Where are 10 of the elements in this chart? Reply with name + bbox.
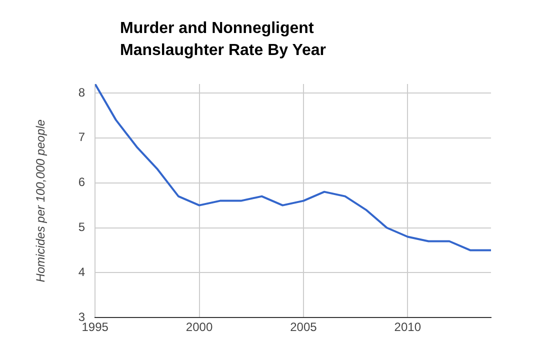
y-tick-label: 5 [78, 220, 86, 234]
x-tick-label: 2000 [186, 320, 213, 334]
y-tick-label: 8 [78, 85, 86, 100]
y-tick-label: 6 [78, 175, 86, 190]
chart-title: Murder and Nonnegligent Manslaughter Rate By Year [120, 19, 328, 61]
x-tick-label: 2005 [290, 320, 318, 334]
y-axis-title: Homicides per 100,000 people [34, 119, 48, 282]
y-tick-label: 4 [78, 264, 86, 279]
y-tick-label: 7 [78, 130, 86, 144]
x-tick-label: 2010 [394, 320, 422, 334]
